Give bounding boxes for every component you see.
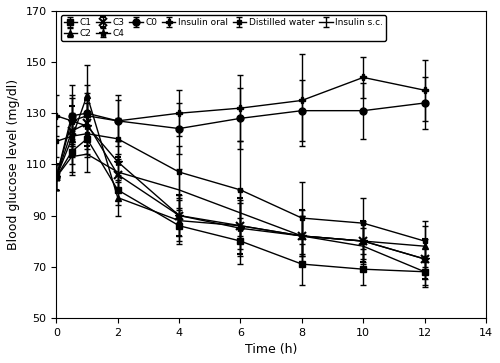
X-axis label: Time (h): Time (h) [245,343,298,356]
Y-axis label: Blood glucose level (mg/dl): Blood glucose level (mg/dl) [7,79,20,250]
Legend: C1, C2, C3, C4, C0, Insulin oral, Distilled water, Insulin s.c.: C1, C2, C3, C4, C0, Insulin oral, Distil… [61,16,386,41]
